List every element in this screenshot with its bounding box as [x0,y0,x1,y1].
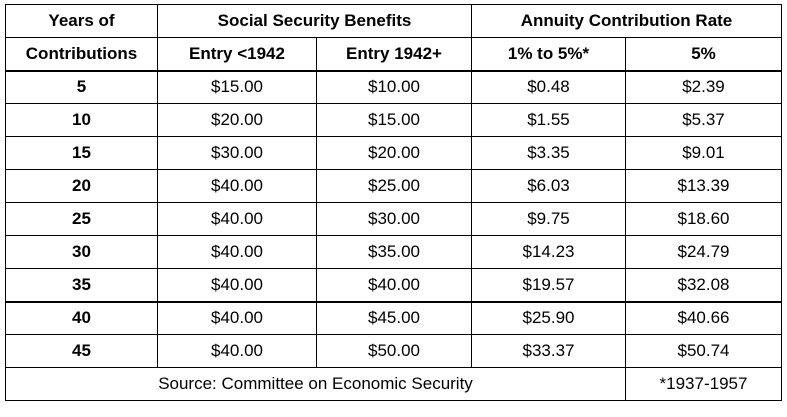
years-cell: 35 [5,268,158,302]
years-header-line1: Years of [5,4,158,38]
ss-entry-before-1942-cell: $40.00 [157,235,317,269]
years-cell: 45 [5,334,158,368]
ss-entry-before-1942-cell: $20.00 [157,103,317,137]
annuity-5-cell: $24.79 [625,235,782,269]
annuity-1-to-5-cell: $6.03 [471,169,626,203]
ss-entry-1942-plus-cell: $25.00 [316,169,472,203]
years-cell: 30 [5,235,158,269]
annuity-col1-header: 1% to 5%* [471,37,626,72]
table-row: 40 $40.00 $45.00 $25.90 $40.66 [5,300,782,335]
annuity-5-cell: $50.74 [625,334,782,368]
annuity-1-to-5-cell: $0.48 [471,69,626,104]
ss-entry-before-1942-cell: $40.00 [157,169,317,203]
footer-row: Source: Committee on Economic Security *… [5,367,782,401]
annuity-5-cell: $9.01 [625,136,782,170]
ss-entry-1942-plus-cell: $30.00 [316,202,472,236]
annuity-5-cell: $5.37 [625,103,782,137]
annuity-1-to-5-cell: $19.57 [471,268,626,302]
ss-entry-1942-plus-cell: $10.00 [316,69,472,104]
years-cell: 20 [5,169,158,203]
ss-group-header: Social Security Benefits [157,4,472,38]
ss-entry-before-1942-cell: $40.00 [157,268,317,302]
annuity-1-to-5-cell: $1.55 [471,103,626,137]
annuity-5-cell: $13.39 [625,169,782,203]
benefits-table: Years of Social Security Benefits Annuit… [5,4,782,401]
annuity-1-to-5-cell: $25.90 [471,300,626,335]
annuity-col2-header: 5% [625,37,782,72]
annuity-1-to-5-cell: $3.35 [471,136,626,170]
years-header-line2: Contributions [5,37,158,72]
table-row: 30 $40.00 $35.00 $14.23 $24.79 [5,235,782,269]
years-cell: 10 [5,103,158,137]
source-note: Source: Committee on Economic Security [5,367,626,401]
annuity-1-to-5-cell: $33.37 [471,334,626,368]
ss-entry-1942-plus-cell: $40.00 [316,268,472,302]
table-row: 20 $40.00 $25.00 $6.03 $13.39 [5,169,782,203]
annuity-1-to-5-cell: $14.23 [471,235,626,269]
table-row: 45 $40.00 $50.00 $33.37 $50.74 [5,334,782,368]
ss-entry-1942-plus-cell: $35.00 [316,235,472,269]
table-row: 35 $40.00 $40.00 $19.57 $32.08 [5,268,782,302]
table-row: 10 $20.00 $15.00 $1.55 $5.37 [5,103,782,137]
ss-entry-before-1942-cell: $40.00 [157,202,317,236]
footnote: *1937-1957 [625,367,782,401]
annuity-group-header: Annuity Contribution Rate [471,4,782,38]
table-row: 25 $40.00 $30.00 $9.75 $18.60 [5,202,782,236]
header-row-2: Contributions Entry <1942 Entry 1942+ 1%… [5,37,782,72]
ss-entry-before-1942-cell: $15.00 [157,69,317,104]
ss-entry-1942-plus-cell: $45.00 [316,300,472,335]
ss-col1-header: Entry <1942 [157,37,317,72]
ss-entry-before-1942-cell: $40.00 [157,300,317,335]
table-body: 5 $15.00 $10.00 $0.48 $2.39 10 $20.00 $15.00 $1.… [5,69,782,368]
table-row: 5 $15.00 $10.00 $0.48 $2.39 [5,69,782,104]
header-row-1: Years of Social Security Benefits Annuit… [5,4,782,38]
annuity-5-cell: $32.08 [625,268,782,302]
ss-entry-1942-plus-cell: $50.00 [316,334,472,368]
years-cell: 5 [5,69,158,104]
annuity-5-cell: $2.39 [625,69,782,104]
ss-col2-header: Entry 1942+ [316,37,472,72]
ss-entry-before-1942-cell: $30.00 [157,136,317,170]
ss-entry-1942-plus-cell: $20.00 [316,136,472,170]
annuity-5-cell: $18.60 [625,202,782,236]
years-cell: 25 [5,202,158,236]
years-cell: 15 [5,136,158,170]
annuity-1-to-5-cell: $9.75 [471,202,626,236]
ss-entry-1942-plus-cell: $15.00 [316,103,472,137]
annuity-5-cell: $40.66 [625,300,782,335]
ss-entry-before-1942-cell: $40.00 [157,334,317,368]
years-cell: 40 [5,300,158,335]
table-row: 15 $30.00 $20.00 $3.35 $9.01 [5,136,782,170]
